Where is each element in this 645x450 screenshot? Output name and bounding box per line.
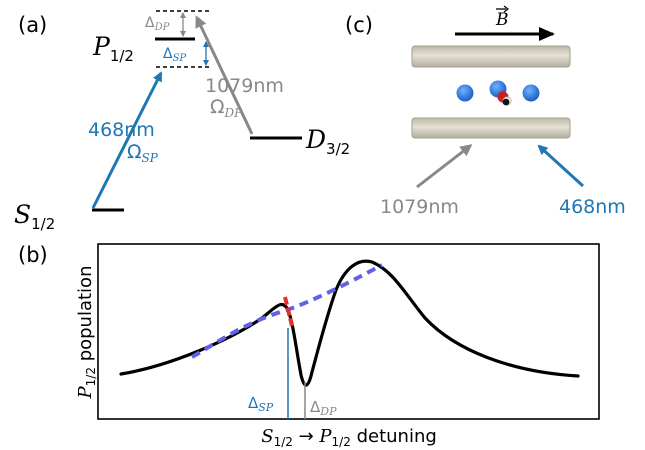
x-axis-label: S1/2 → P1/2 detuning bbox=[261, 426, 437, 449]
gray-beam-arrow bbox=[416, 144, 473, 189]
vector-arrow-head bbox=[503, 5, 509, 13]
bottom-electrode bbox=[411, 117, 571, 139]
panel-b-label: (b) bbox=[18, 243, 48, 267]
plot-frame bbox=[97, 243, 600, 420]
sp-marker-label: ΔSP bbox=[248, 394, 274, 414]
blue-beam-arrow bbox=[537, 144, 585, 188]
dp-detuning-label: ΔDP bbox=[145, 15, 170, 33]
panel-a: (a) S1/2 P1/2 D3/2 ΔDP ΔSP 468nm bbox=[14, 10, 350, 233]
ion-3 bbox=[522, 84, 540, 102]
p-level-label: P1/2 bbox=[92, 32, 134, 65]
red-slope-marker bbox=[283, 296, 294, 327]
magnetic-field-label: B bbox=[495, 10, 509, 30]
top-electrode bbox=[411, 45, 571, 68]
blue-laser-arrow bbox=[91, 71, 163, 209]
d-level-label: D3/2 bbox=[305, 125, 350, 158]
blue-laser-rabi: ΩSP bbox=[127, 141, 159, 165]
gray-beam-label: 1079nm bbox=[380, 196, 459, 218]
dp-marker-label: ΔDP bbox=[310, 398, 337, 418]
blue-laser-wavelength: 468nm bbox=[88, 119, 155, 141]
panel-c: (c) B 1079nm 468nm bbox=[345, 5, 626, 218]
gray-laser-wavelength: 1079nm bbox=[205, 75, 284, 97]
sp-detuning-label: ΔSP bbox=[163, 46, 186, 64]
panel-a-label: (a) bbox=[18, 13, 47, 37]
s-level-label: S1/2 bbox=[14, 200, 55, 233]
y-axis-label: P1/2 population bbox=[75, 266, 98, 400]
ion-1 bbox=[456, 84, 474, 102]
population-curve bbox=[119, 259, 580, 387]
molecular-ion bbox=[497, 91, 512, 106]
panel-b: (b) P1/2 population S1/2 → P1/2 detuning… bbox=[18, 243, 600, 449]
gray-laser-rabi: ΩDP bbox=[210, 96, 243, 120]
panel-c-label: (c) bbox=[345, 13, 373, 37]
gray-laser-arrow bbox=[195, 15, 254, 135]
blue-beam-label: 468nm bbox=[559, 196, 626, 218]
